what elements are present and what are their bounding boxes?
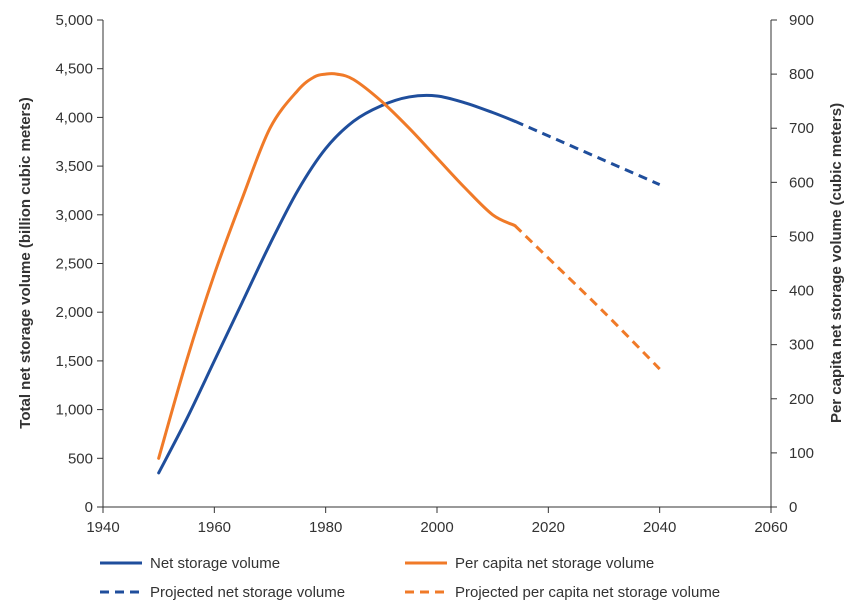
x-tick-label: 2020 xyxy=(532,519,565,536)
legend-label-1: Net storage volume xyxy=(150,555,280,572)
y-tick-label: 4,000 xyxy=(55,109,93,126)
y-tick-label: 0 xyxy=(85,499,93,516)
series-line-4 xyxy=(513,224,661,371)
legend-label-3: Projected net storage volume xyxy=(150,584,345,601)
legend-label-4: Projected per capita net storage volume xyxy=(455,584,720,601)
y2-tick-label: 600 xyxy=(789,174,814,191)
y2-tick-label: 400 xyxy=(789,283,814,300)
x-tick-label: 2060 xyxy=(754,519,787,536)
series-line-2 xyxy=(157,72,517,460)
x-tick-label: 1940 xyxy=(86,519,119,536)
legend-label-2: Per capita net storage volume xyxy=(455,555,654,572)
y-tick-label: 1,500 xyxy=(55,353,93,370)
legend: Net storage volume Per capita net storage… xyxy=(100,555,720,601)
y2-tick-label: 0 xyxy=(789,499,797,516)
y-tick-label: 500 xyxy=(68,450,93,467)
x-tick-label: 1960 xyxy=(198,519,231,536)
axes: 1940 1960 1980 2000 2020 2040 206005001,0001,5… xyxy=(55,12,814,536)
y2-tick-label: 100 xyxy=(789,445,814,462)
y-tick-label: 1,000 xyxy=(55,402,93,419)
y2-tick-label: 800 xyxy=(789,66,814,83)
x-tick-label: 2000 xyxy=(420,519,453,536)
y2-tick-label: 500 xyxy=(789,228,814,245)
y2-tick-label: 200 xyxy=(789,391,814,408)
y2-axis-title: Per capita net storage volume (cubic met… xyxy=(828,103,845,423)
x-tick-label: 1980 xyxy=(309,519,342,536)
y2-tick-label: 300 xyxy=(789,337,814,354)
y2-tick-label: 900 xyxy=(789,12,814,29)
y2-tick-label: 700 xyxy=(789,120,814,137)
y-axis-title: Total net storage volume (billion cubic … xyxy=(17,97,34,428)
y-tick-label: 4,500 xyxy=(55,61,93,78)
plot-lines xyxy=(157,72,661,475)
y-tick-label: 2,500 xyxy=(55,256,93,273)
y-tick-label: 3,500 xyxy=(55,158,93,175)
series-line-3 xyxy=(514,119,661,186)
x-tick-label: 2040 xyxy=(643,519,676,536)
series-line-1 xyxy=(157,93,517,475)
y-tick-label: 3,000 xyxy=(55,207,93,224)
y-tick-label: 2,000 xyxy=(55,304,93,321)
y-tick-label: 5,000 xyxy=(55,12,93,29)
